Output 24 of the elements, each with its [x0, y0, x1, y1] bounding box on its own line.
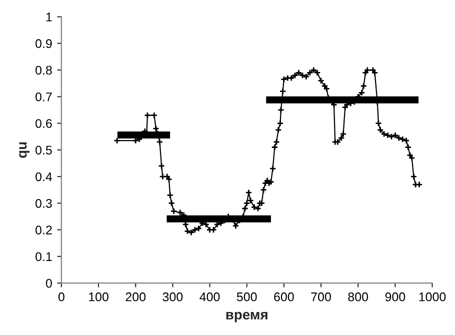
y-tick-label: 0.8 — [36, 66, 52, 75]
y-tick-label: 0.9 — [36, 39, 52, 48]
y-axis-title: qu — [19, 142, 30, 158]
y-tick-label: 0.4 — [36, 172, 52, 182]
x-tick-label: 700 — [311, 292, 331, 302]
x-tick-label: 500 — [236, 292, 257, 302]
x-axis-title: время — [226, 312, 268, 322]
x-tick-label: 800 — [348, 292, 368, 302]
x-tick-label: 300 — [162, 292, 183, 302]
x-tick-label: 900 — [385, 292, 406, 302]
x-tick-label: 600 — [274, 292, 294, 302]
y-tick-label: 0.1 — [36, 252, 52, 262]
y-tick-label: 0 — [46, 278, 52, 288]
x-tick-label: 200 — [126, 292, 146, 302]
y-tick-label: 0.2 — [36, 226, 52, 234]
x-tick-label: 1000 — [419, 292, 446, 302]
x-tick-label: 100 — [89, 292, 108, 302]
y-tick-label: 0.5 — [36, 146, 52, 155]
y-tick-label: 0.3 — [36, 198, 52, 208]
y-tick-label: 0.7 — [36, 92, 52, 102]
x-tick-label: 0 — [58, 292, 64, 302]
y-tick-label: 1 — [46, 12, 52, 22]
x-tick-label: 400 — [200, 292, 220, 302]
y-tick-label: 0.6 — [36, 119, 52, 128]
